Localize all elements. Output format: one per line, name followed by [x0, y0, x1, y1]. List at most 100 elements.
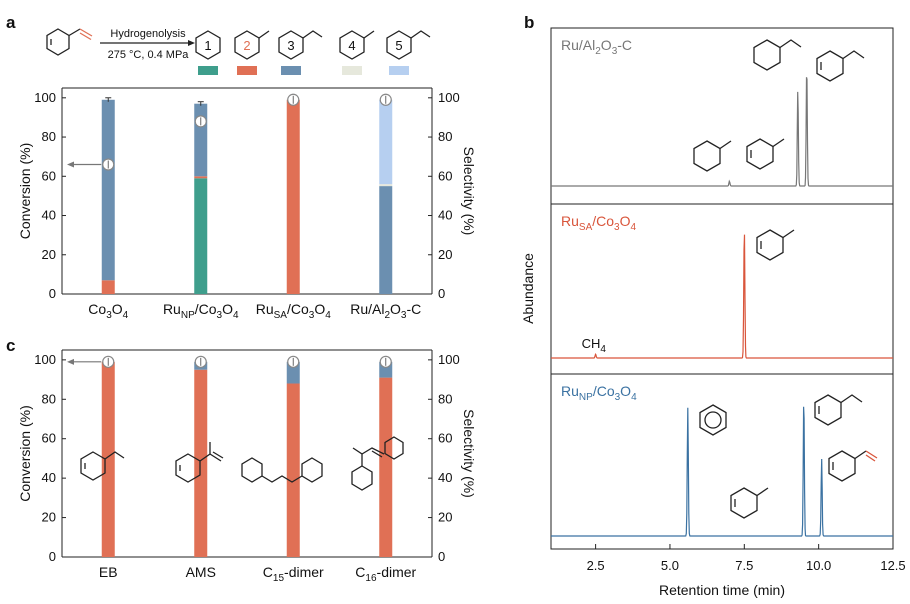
right-tick-label: 80 [438, 129, 452, 144]
y-axis-label: Conversion (%) [17, 143, 33, 239]
trace-label: Ru/Al2O3-C [561, 37, 632, 57]
panel-b-label: b [524, 13, 534, 32]
ethylbenzene-structure-b1 [816, 50, 865, 82]
product-2-structure: 2 [234, 30, 270, 60]
reaction-arrow-bottom: 275 °C, 0.4 MPa [108, 49, 190, 61]
right-tick-label: 0 [438, 286, 445, 301]
panel-c-label: c [6, 336, 15, 355]
c16-dimer-structure [351, 436, 404, 491]
panel-b: b Ru/Al2O3-C RuSA/Co3O4 CH4 RuNP/Co3O4 2.5 5.… [520, 13, 906, 598]
conversion-axis-arrowhead [67, 358, 74, 365]
left-tick-label: 80 [42, 129, 56, 144]
substrate-structures [80, 436, 404, 491]
legend-swatch-3 [281, 66, 301, 75]
right-tick-label: 40 [438, 208, 452, 223]
chromatogram-trace [551, 406, 893, 537]
svg-text:5: 5 [395, 38, 402, 53]
category-label: C15-dimer [263, 564, 324, 584]
y-axis-label: Conversion (%) [17, 405, 33, 501]
styrene-structure [46, 28, 93, 56]
x-tick-label: 5.0 [661, 558, 679, 573]
left-tick-label: 100 [34, 90, 56, 105]
svg-text:1: 1 [204, 38, 211, 53]
category-label: Co3O4 [88, 301, 128, 321]
trace-label: RuSA/Co3O4 [561, 213, 637, 233]
bar-segment-5 [379, 99, 393, 185]
legend-swatch-2 [237, 66, 257, 75]
methylcyclohexane-structure [693, 140, 732, 172]
right-tick-label: 40 [438, 470, 452, 485]
bar-segment-3 [379, 186, 393, 294]
left-tick-label: 100 [34, 352, 56, 367]
category-label: RuSA/Co3O4 [256, 301, 332, 321]
bar-segment-2 [286, 99, 300, 295]
chromatogram-trace [551, 77, 893, 187]
toluene-structure-b2 [756, 229, 795, 261]
left-tick-label: 0 [49, 286, 56, 301]
bar-segment-3 [286, 361, 300, 384]
left-tick-label: 60 [42, 168, 56, 183]
bar-segment-3 [101, 99, 115, 281]
product-structures: 1 2 3 4 5 [195, 30, 431, 60]
left-tick-label: 0 [49, 549, 56, 564]
legend-swatch-5 [389, 66, 409, 75]
right-tick-label: 100 [438, 90, 460, 105]
ch4-annotation: CH4 [582, 336, 607, 355]
right-tick-label: 60 [438, 431, 452, 446]
x-tick-label: 7.5 [735, 558, 753, 573]
x-tick-label: 10.0 [806, 558, 831, 573]
legend-swatch-1 [198, 66, 218, 75]
y2-axis-label: Selectivity (%) [461, 409, 477, 498]
x-tick-label: 12.5 [880, 558, 905, 573]
product-3-structure: 3 [278, 30, 323, 60]
right-tick-label: 20 [438, 510, 452, 525]
bar-segment-3 [194, 103, 208, 177]
left-tick-label: 80 [42, 391, 56, 406]
right-tick-label: 100 [438, 352, 460, 367]
y-axis-label: Abundance [520, 253, 536, 324]
product-4-structure: 4 [339, 30, 375, 60]
bar-segment-1 [194, 178, 208, 294]
legend-swatch-4 [342, 66, 362, 75]
bar-segment-2 [101, 280, 115, 294]
reaction-arrowhead [188, 40, 195, 46]
conversion-axis-arrowhead [67, 161, 74, 168]
category-label: EB [99, 564, 118, 580]
right-tick-label: 60 [438, 168, 452, 183]
category-label: Ru/Al2O3-C [350, 301, 421, 321]
chromatogram-structures [693, 39, 878, 519]
ethylbenzene-structure-b3 [814, 394, 863, 426]
product-1-structure: 1 [195, 30, 221, 60]
trace-label: RuNP/Co3O4 [561, 383, 637, 403]
left-tick-label: 60 [42, 431, 56, 446]
toluene-structure-b1 [746, 138, 785, 170]
panel-c: c 0 0 20 20 40 40 60 60 80 80 100 100 Conversion (%)… [6, 336, 477, 584]
chromatogram-trace [551, 234, 893, 359]
ethylcyclohexane-structure [753, 39, 802, 71]
left-tick-label: 20 [42, 247, 56, 262]
c15-dimer-structure [241, 457, 323, 483]
left-tick-label: 40 [42, 470, 56, 485]
left-tick-label: 40 [42, 208, 56, 223]
svg-text:4: 4 [348, 38, 355, 53]
bar-segment-2 [101, 361, 115, 557]
ams-structure [175, 442, 224, 483]
svg-text:2: 2 [243, 38, 250, 53]
right-tick-label: 80 [438, 391, 452, 406]
right-tick-label: 20 [438, 247, 452, 262]
bar-segment-2 [379, 377, 393, 557]
x-tick-label: 2.5 [587, 558, 605, 573]
panel-a-label: a [6, 13, 16, 32]
category-label: AMS [186, 564, 216, 580]
y2-axis-label: Selectivity (%) [461, 147, 477, 236]
category-label: C16-dimer [355, 564, 416, 584]
right-tick-label: 0 [438, 549, 445, 564]
product-5-structure: 5 [386, 30, 431, 60]
product-color-legend [198, 66, 409, 75]
bar-segment-2 [194, 176, 208, 179]
benzene-structure-b3 [699, 404, 727, 436]
category-label: RuNP/Co3O4 [163, 301, 239, 321]
chart-a: 0 0 20 20 40 40 60 60 80 80 100 100 Conversion (%) Se… [17, 87, 477, 321]
bar-segment-4 [379, 184, 393, 187]
